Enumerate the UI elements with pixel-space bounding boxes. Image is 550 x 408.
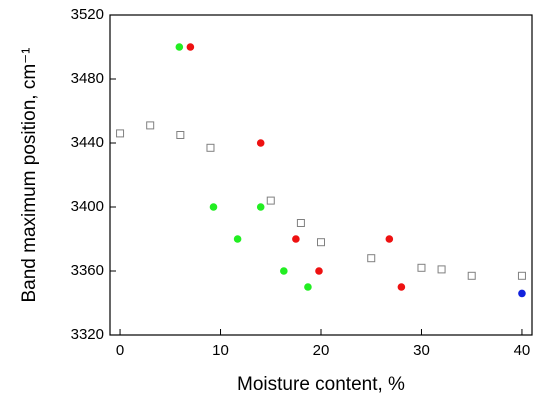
point	[186, 43, 195, 51]
x-axis-title: Moisture content, %	[237, 374, 405, 395]
x-tick-label: 30	[413, 342, 430, 359]
point	[437, 265, 446, 274]
point	[146, 121, 155, 130]
y-tick-label: 3440	[71, 134, 104, 151]
point	[397, 283, 406, 291]
y-tick-label: 3520	[71, 6, 104, 23]
point	[517, 271, 526, 280]
point	[116, 129, 125, 138]
y-tick-label: 3480	[71, 70, 104, 87]
point	[296, 219, 305, 227]
x-tick-label: 10	[212, 342, 229, 359]
point	[292, 235, 300, 243]
point	[209, 203, 218, 211]
point	[206, 143, 215, 152]
point	[367, 254, 376, 263]
x-tick-label: 0	[116, 342, 124, 359]
y-tick-label: 3360	[71, 262, 104, 279]
y-tick-label: 3320	[71, 326, 104, 343]
point	[256, 203, 265, 211]
point	[176, 131, 185, 139]
point	[467, 271, 476, 280]
plot-frame	[109, 14, 533, 336]
point	[417, 263, 426, 272]
point	[233, 235, 242, 243]
y-axis-title: Band maximum position, cm⁻¹	[19, 48, 40, 303]
point	[317, 238, 325, 247]
point	[256, 139, 265, 147]
point	[304, 283, 312, 291]
point	[385, 235, 394, 243]
point	[315, 267, 323, 275]
point	[280, 267, 288, 275]
point	[175, 43, 184, 51]
x-tick-label: 40	[514, 342, 531, 359]
x-tick-label: 20	[313, 342, 330, 359]
point	[518, 289, 526, 298]
point	[266, 196, 275, 205]
y-tick-label: 3400	[71, 198, 104, 215]
